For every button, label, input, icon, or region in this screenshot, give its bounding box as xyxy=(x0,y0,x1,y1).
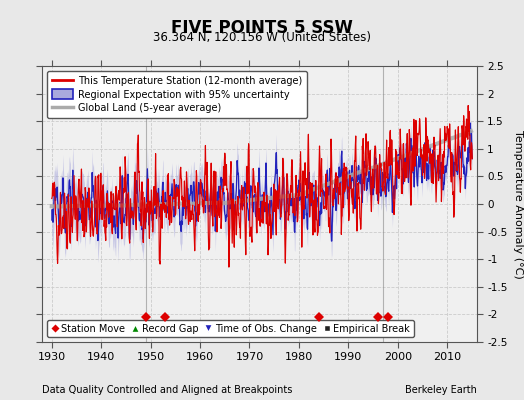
Y-axis label: Temperature Anomaly (°C): Temperature Anomaly (°C) xyxy=(513,130,523,278)
Text: Berkeley Earth: Berkeley Earth xyxy=(405,385,477,395)
Text: FIVE POINTS 5 SSW: FIVE POINTS 5 SSW xyxy=(171,19,353,37)
Text: Data Quality Controlled and Aligned at Breakpoints: Data Quality Controlled and Aligned at B… xyxy=(42,385,292,395)
Legend: Station Move, Record Gap, Time of Obs. Change, Empirical Break: Station Move, Record Gap, Time of Obs. C… xyxy=(47,320,414,338)
Text: 36.364 N, 120.156 W (United States): 36.364 N, 120.156 W (United States) xyxy=(153,31,371,44)
